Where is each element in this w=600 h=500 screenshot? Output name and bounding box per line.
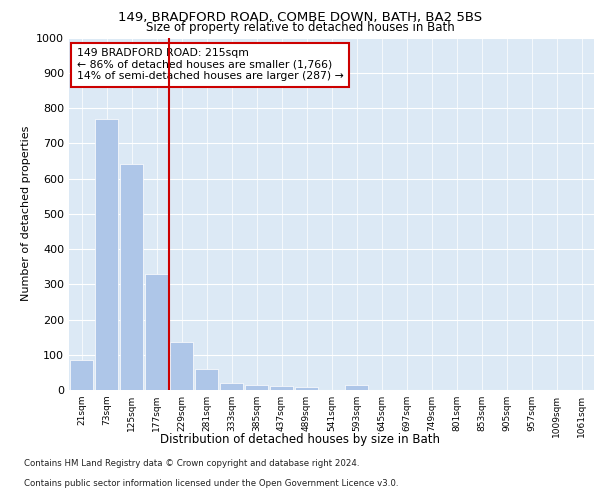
Text: Distribution of detached houses by size in Bath: Distribution of detached houses by size …: [160, 432, 440, 446]
Bar: [95, 118, 118, 390]
Bar: [120, 164, 143, 390]
Y-axis label: Number of detached properties: Number of detached properties: [20, 126, 31, 302]
Text: Contains HM Land Registry data © Crown copyright and database right 2024.: Contains HM Land Registry data © Crown c…: [24, 458, 359, 468]
Bar: [220, 383, 243, 390]
Bar: [345, 384, 368, 390]
Bar: [295, 387, 318, 390]
Text: Contains public sector information licensed under the Open Government Licence v3: Contains public sector information licen…: [24, 478, 398, 488]
Text: Size of property relative to detached houses in Bath: Size of property relative to detached ho…: [146, 21, 454, 34]
Bar: [245, 384, 268, 390]
Bar: [70, 360, 93, 390]
Bar: [270, 386, 293, 390]
Bar: [195, 369, 218, 390]
Text: 149 BRADFORD ROAD: 215sqm
← 86% of detached houses are smaller (1,766)
14% of se: 149 BRADFORD ROAD: 215sqm ← 86% of detac…: [77, 48, 344, 82]
Bar: [145, 274, 168, 390]
Text: 149, BRADFORD ROAD, COMBE DOWN, BATH, BA2 5BS: 149, BRADFORD ROAD, COMBE DOWN, BATH, BA…: [118, 11, 482, 24]
Bar: [170, 342, 193, 390]
